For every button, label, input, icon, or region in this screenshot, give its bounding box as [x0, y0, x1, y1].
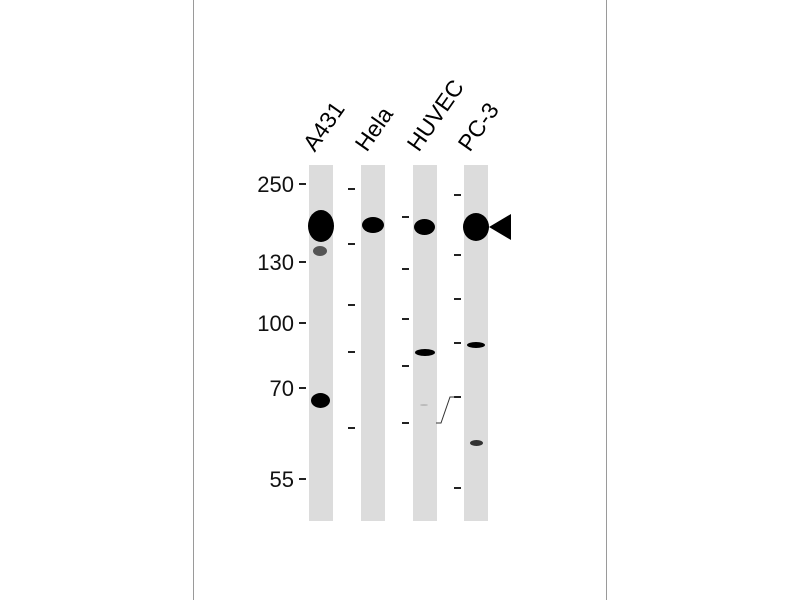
- marker-tick: [299, 387, 306, 389]
- lane-tick: [348, 243, 355, 245]
- band: [420, 404, 428, 406]
- band: [311, 393, 330, 408]
- lane-tick: [402, 268, 409, 270]
- band: [467, 342, 485, 348]
- lane-tick: [454, 254, 461, 256]
- lane-tick: [348, 188, 355, 190]
- marker-tick: [299, 322, 306, 324]
- band: [362, 217, 384, 233]
- lane-tick: [348, 351, 355, 353]
- marker-250: 250: [257, 172, 294, 197]
- band: [414, 219, 435, 235]
- marker-130: 130: [257, 250, 294, 275]
- marker-100: 100: [257, 311, 294, 336]
- lane-tick: [402, 318, 409, 320]
- right-border-line: [606, 0, 607, 600]
- lane-tick: [454, 342, 461, 344]
- lane-tick: [454, 487, 461, 489]
- lane-tick: [348, 427, 355, 429]
- left-border-line: [193, 0, 194, 600]
- band: [308, 210, 334, 242]
- band: [470, 440, 483, 446]
- band: [313, 246, 327, 256]
- marker-55: 55: [269, 467, 294, 492]
- lane-tick: [402, 216, 409, 218]
- lane-tick: [454, 194, 461, 196]
- band: [415, 349, 435, 356]
- arrowhead-left-icon: [489, 214, 511, 240]
- lane-tick: [402, 365, 409, 367]
- lane-tick: [402, 422, 409, 424]
- lane-tick: [348, 304, 355, 306]
- marker-tick: [299, 261, 306, 263]
- marker-tick: [299, 183, 306, 185]
- marker-tick: [299, 478, 306, 480]
- lane-tick: [454, 298, 461, 300]
- marker-70: 70: [269, 376, 294, 401]
- band: [463, 213, 489, 241]
- lane-tick: [454, 396, 461, 398]
